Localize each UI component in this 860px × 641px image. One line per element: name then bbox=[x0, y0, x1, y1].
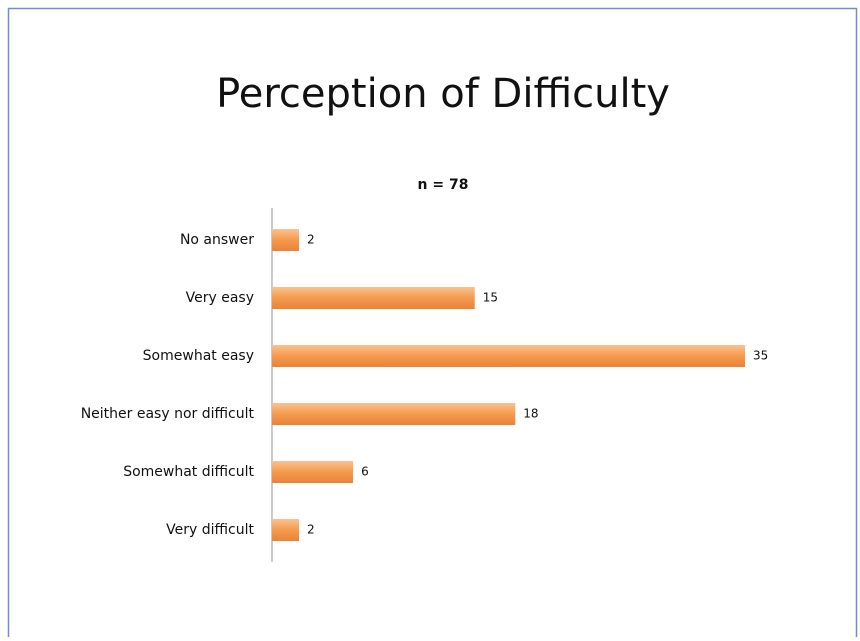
y-tick-label: Neither easy nor difficult bbox=[81, 406, 255, 422]
bar bbox=[272, 403, 516, 425]
bar bbox=[272, 345, 745, 367]
data-label: 15 bbox=[483, 291, 498, 305]
y-tick-label: Very easy bbox=[186, 290, 254, 306]
chart-title: Perception of Difficulty bbox=[216, 71, 670, 117]
y-tick-label: Somewhat easy bbox=[143, 348, 254, 364]
y-tick-label: Somewhat difficult bbox=[123, 464, 254, 480]
bar bbox=[272, 229, 300, 251]
bar bbox=[272, 519, 300, 541]
chart-subtitle: n = 78 bbox=[418, 177, 469, 193]
slide-frame bbox=[7, 7, 858, 641]
y-tick-label: No answer bbox=[180, 232, 254, 248]
y-tick-label: Very difficult bbox=[166, 522, 254, 538]
data-label: 2 bbox=[307, 523, 315, 537]
data-label: 35 bbox=[753, 349, 768, 363]
data-label: 6 bbox=[361, 465, 369, 479]
data-label: 18 bbox=[523, 407, 538, 421]
data-label: 2 bbox=[307, 233, 315, 247]
bar bbox=[272, 287, 475, 309]
bar bbox=[272, 461, 354, 483]
